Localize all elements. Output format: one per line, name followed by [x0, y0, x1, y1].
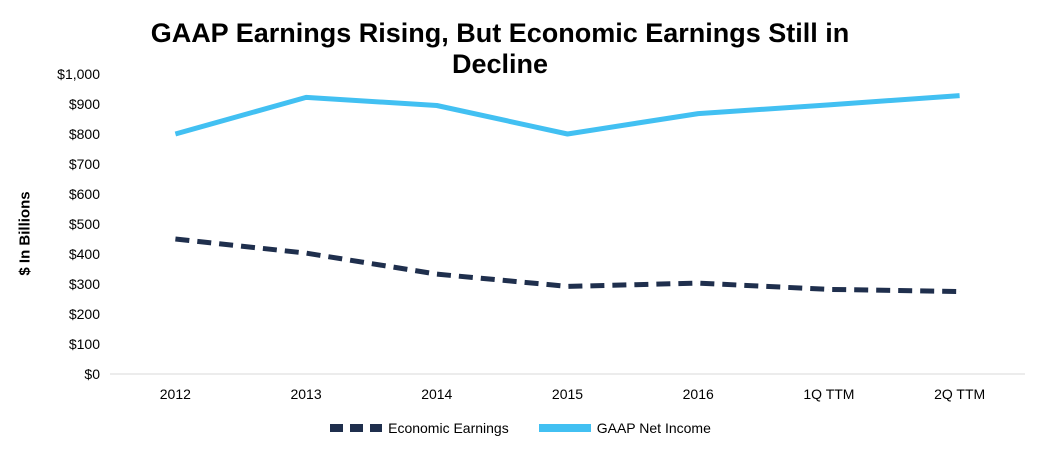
y-tick-label: $800 [69, 126, 100, 142]
x-tick-label: 2016 [683, 386, 714, 402]
legend-swatch-gaap-net-income [538, 424, 591, 432]
chart-title: GAAP Earnings Rising, But Economic Earni… [150, 18, 850, 79]
series-line-economic-earnings [175, 236, 960, 294]
legend-swatch-economic-earnings [330, 424, 383, 432]
y-tick-label: $900 [69, 96, 100, 112]
x-tick-label: 2013 [290, 386, 321, 402]
x-tick-label: 2014 [421, 386, 452, 402]
y-tick-label: $700 [69, 156, 100, 172]
x-tick-label: 2012 [160, 386, 191, 402]
y-tick-label: $500 [69, 216, 100, 232]
legend-label-economic-earnings: Economic Earnings [388, 420, 509, 436]
x-tick-label: 1Q TTM [803, 386, 854, 402]
x-tick-label: 2015 [552, 386, 583, 402]
y-tick-label: $400 [69, 246, 100, 262]
series-line-gaap-net-income [174, 93, 960, 137]
legend-label-gaap-net-income: GAAP Net Income [596, 420, 711, 436]
legend-item-economic-earnings: Economic Earnings [330, 420, 509, 436]
legend: Economic Earnings GAAP Net Income [0, 420, 1041, 436]
legend-item-gaap-net-income: GAAP Net Income [538, 420, 711, 436]
x-tick-label: 2Q TTM [934, 386, 985, 402]
y-tick-label: $600 [69, 186, 100, 202]
y-tick-label: $200 [69, 306, 100, 322]
y-tick-label: $300 [69, 276, 100, 292]
y-tick-label: $100 [69, 336, 100, 352]
y-tick-label: $0 [84, 366, 100, 382]
y-tick-label: $1,000 [57, 66, 100, 82]
